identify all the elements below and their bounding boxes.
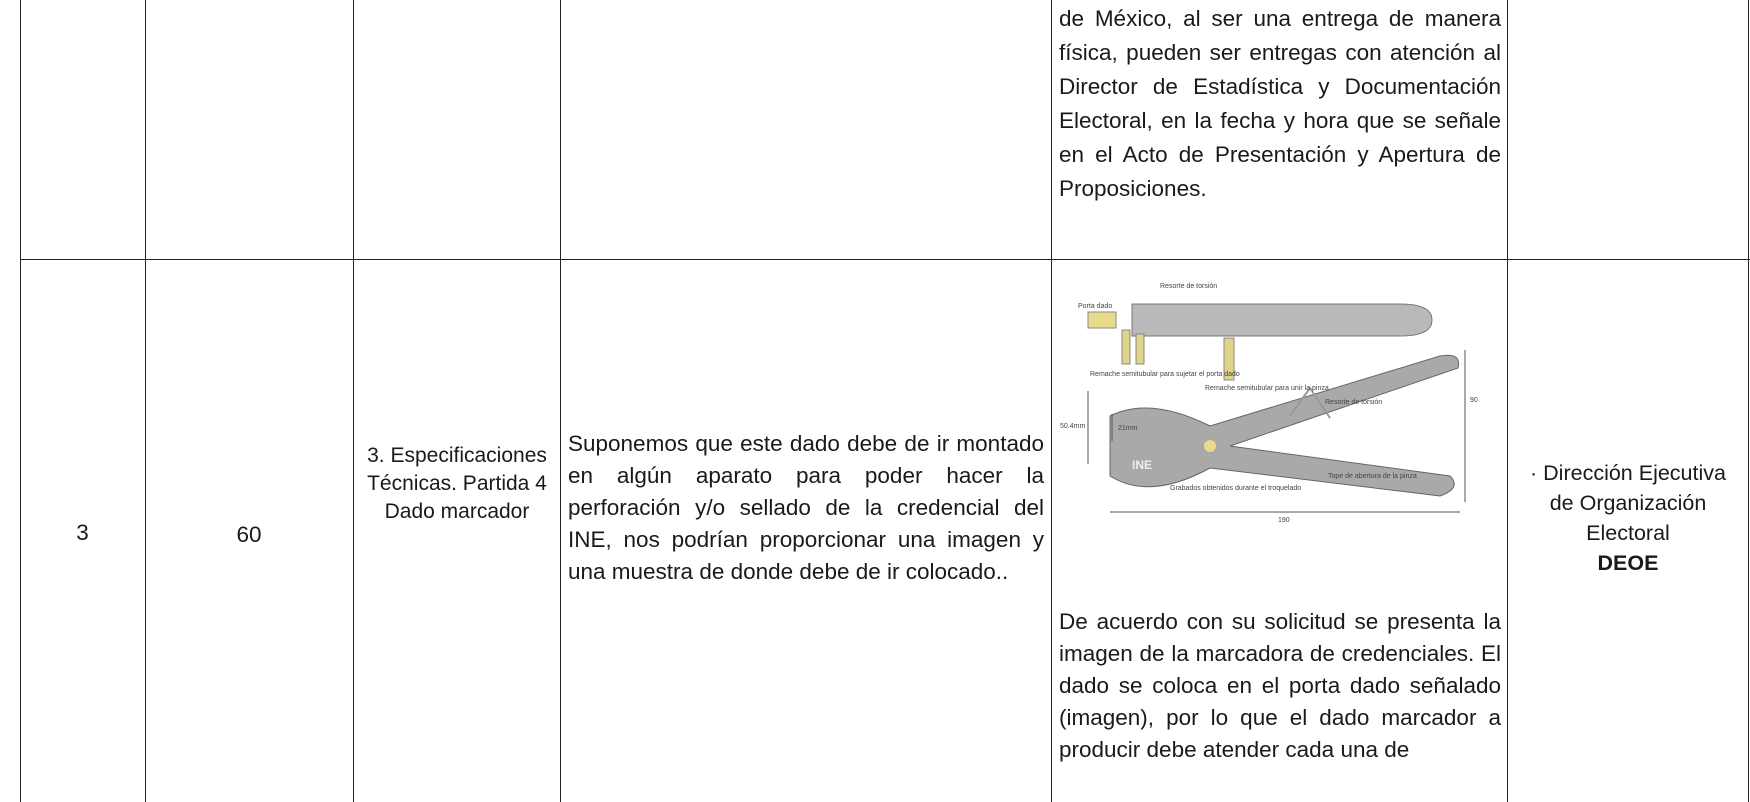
page-number: 60 bbox=[236, 522, 262, 547]
pliers-side-view bbox=[1109, 354, 1460, 497]
question: Suponemos que este dado debe de ir monta… bbox=[568, 431, 1044, 584]
border bbox=[1051, 0, 1052, 802]
area-code: DEOE bbox=[1597, 551, 1659, 575]
response-text: De acuerdo con su solicitud se presenta … bbox=[1059, 609, 1501, 762]
rivet bbox=[1121, 329, 1131, 365]
figure-label: 90 bbox=[1470, 397, 1478, 404]
pliers-top-view bbox=[1131, 303, 1433, 337]
figure-label: Resorte de torsión bbox=[1160, 283, 1217, 290]
figure-label: 50.4mm bbox=[1060, 423, 1085, 430]
area: · Dirección Ejecutiva de Organización El… bbox=[1530, 458, 1726, 578]
rivet bbox=[1135, 333, 1145, 365]
porta-dado-shape bbox=[1087, 311, 1117, 329]
area-name: · Dirección Ejecutiva de Organización El… bbox=[1530, 461, 1726, 545]
border bbox=[1507, 0, 1508, 802]
border bbox=[20, 259, 1750, 260]
border bbox=[20, 0, 21, 802]
figure-label: Remache semitubular para unir la pinza bbox=[1205, 385, 1329, 392]
figure-label: Tope de abertura de la pinza bbox=[1328, 473, 1417, 480]
figure-label: Remache semitubular para sujetar el port… bbox=[1090, 371, 1240, 378]
figure-logo: INE bbox=[1132, 458, 1152, 472]
rivet bbox=[1204, 440, 1216, 452]
border bbox=[1748, 0, 1749, 802]
row-number: 3 bbox=[76, 520, 89, 545]
response-text: de México, al ser una entrega de manera … bbox=[1059, 6, 1501, 201]
figure-label: Resorte de torsión bbox=[1325, 399, 1382, 406]
figure-label: 21mm bbox=[1118, 425, 1138, 432]
figure-label: Grabados obtenidos durante el troquelado bbox=[1170, 485, 1301, 492]
border bbox=[353, 0, 354, 802]
rivet bbox=[1223, 337, 1235, 381]
section: 3. Especificaciones Técnicas. Partida 4 … bbox=[367, 444, 547, 523]
border bbox=[145, 0, 146, 802]
pliers-figure: Porta dado Resorte de torsión Remache se… bbox=[1060, 283, 1478, 524]
figure-label: 190 bbox=[1278, 517, 1290, 524]
border bbox=[560, 0, 561, 802]
figure-label: Porta dado bbox=[1078, 303, 1112, 310]
spring-shape bbox=[1289, 386, 1331, 419]
